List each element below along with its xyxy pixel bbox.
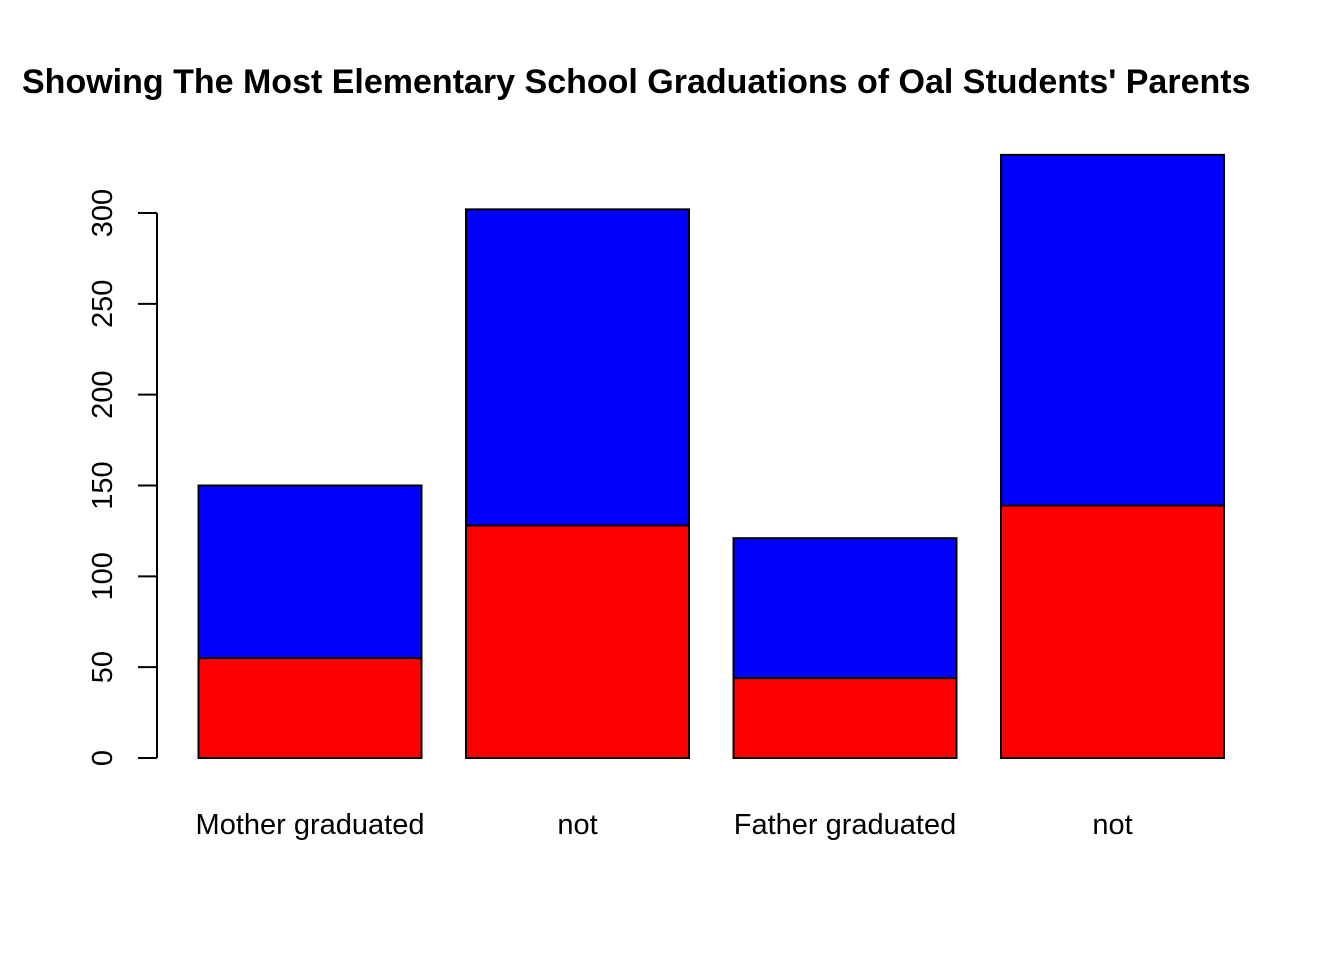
bars [197,153,1225,760]
y-tick-label: 0 [87,750,119,766]
y-tick-label: 50 [87,651,119,683]
bar-segment [1000,504,1225,759]
bar-segment [732,537,958,680]
bar-segment [732,677,958,759]
x-category-label: not [557,809,597,841]
y-tick-label: 150 [87,461,119,509]
y-tick-label: 300 [87,189,119,237]
y-tick-label: 250 [87,280,119,328]
category-labels: Mother graduated not Father graduated not [196,809,1133,841]
y-axis: 0 50 100 150 200 250 300 [87,189,158,766]
bar-segment [197,657,423,759]
y-tick-label: 100 [87,552,119,600]
bar-segment [197,484,423,660]
bar-segment [1000,153,1225,507]
x-category-label: Mother graduated [196,809,425,841]
bar-segment [465,524,690,760]
chart-title: Showing The Most Elementary School Gradu… [22,63,1250,101]
x-category-label: Father graduated [734,809,956,841]
bar-segment [465,208,690,527]
x-category-label: not [1092,809,1132,841]
y-tick-label: 200 [87,370,119,418]
